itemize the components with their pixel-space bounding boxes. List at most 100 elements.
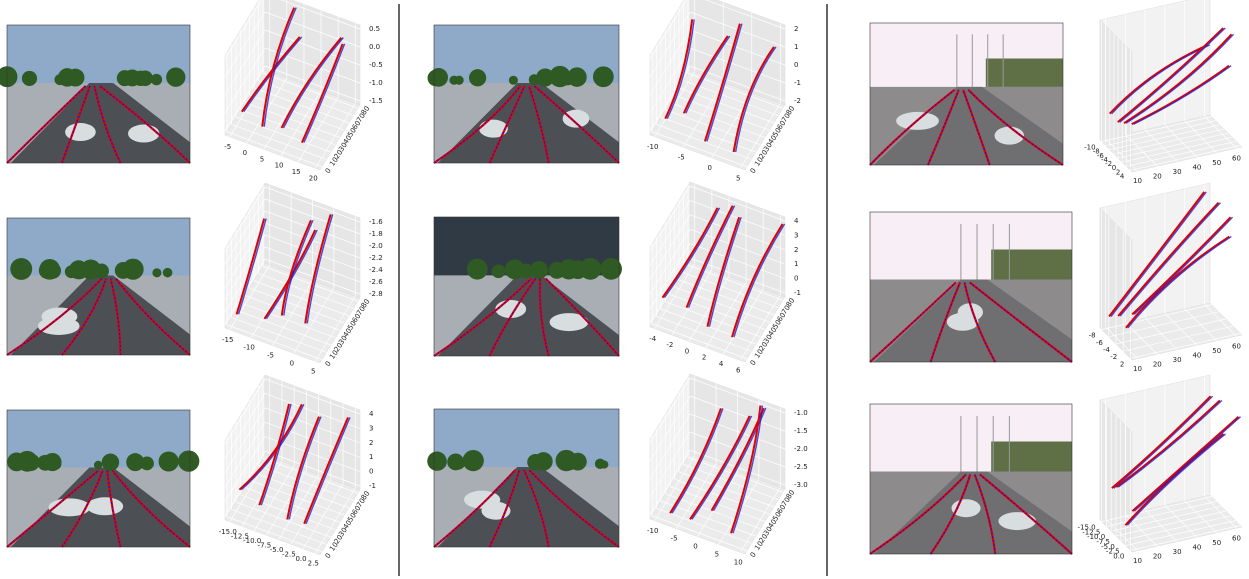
lane-curve-prediction bbox=[731, 223, 784, 338]
car bbox=[128, 124, 160, 143]
y-tick-label: 50 bbox=[771, 511, 783, 523]
grid-line bbox=[656, 508, 752, 544]
z-tick-label: -0.5 bbox=[369, 61, 383, 69]
lane-curve-prediction bbox=[1131, 216, 1232, 316]
y-tick-label: 30 bbox=[762, 141, 774, 153]
y-tick-label: 60 bbox=[1232, 534, 1241, 542]
grid-line bbox=[224, 378, 266, 445]
grid-line bbox=[683, 464, 779, 500]
tree bbox=[462, 449, 484, 472]
x-tick-label: -5 bbox=[267, 352, 274, 360]
plot-3d: -15.0-12.5-10.0-7.5-5.0-2.50.0 10 20 30 40 50… bbox=[1077, 374, 1243, 565]
grid-line bbox=[264, 393, 361, 429]
lane-curve-prediction bbox=[661, 207, 719, 299]
lane-curve-prediction bbox=[1125, 235, 1230, 329]
tree bbox=[592, 66, 614, 88]
grid-line bbox=[240, 109, 336, 146]
y-tick-label: 30 bbox=[337, 334, 349, 346]
y-tick-label: 60 bbox=[776, 503, 788, 515]
z-tick-label: -3.0 bbox=[794, 481, 808, 489]
grid-line bbox=[689, 228, 786, 265]
grid-line bbox=[1105, 326, 1138, 359]
tree bbox=[567, 67, 587, 87]
tree bbox=[536, 68, 555, 87]
grid-line bbox=[224, 65, 266, 132]
lane-curve-prediction bbox=[732, 46, 775, 153]
grid-line bbox=[705, 0, 786, 30]
grid-line bbox=[1109, 124, 1220, 151]
grid-line bbox=[240, 302, 336, 339]
x-tick-label: -4 bbox=[649, 335, 657, 343]
car bbox=[562, 109, 590, 128]
photo-border bbox=[433, 24, 620, 164]
lane-ground-truth bbox=[93, 85, 121, 164]
grid-line bbox=[1115, 318, 1227, 345]
lane-curve-ground-truth bbox=[706, 23, 743, 142]
x-tick-label: 2 bbox=[1116, 168, 1120, 176]
lane-ground-truth bbox=[6, 278, 103, 356]
grid-line bbox=[649, 243, 691, 309]
lane-ground-truth bbox=[528, 469, 620, 548]
grid-line bbox=[689, 47, 786, 84]
grid-line bbox=[1184, 500, 1217, 533]
lane-curve-prediction bbox=[706, 216, 741, 327]
z-tick-label: 1 bbox=[794, 260, 798, 268]
lane-curve-prediction bbox=[685, 205, 734, 308]
grid-line bbox=[1125, 520, 1236, 546]
tree bbox=[93, 460, 103, 470]
lane-ground-truth bbox=[489, 278, 537, 357]
grid-line bbox=[1164, 505, 1198, 538]
z-tick-label: 0 bbox=[369, 468, 373, 476]
car bbox=[549, 313, 589, 332]
grid-line bbox=[1123, 325, 1234, 352]
y-tick-label: 20 bbox=[333, 149, 345, 161]
z-tick-label: -1.5 bbox=[794, 427, 808, 435]
lane-ground-truth bbox=[99, 85, 191, 164]
x-tick-label: 2 bbox=[702, 354, 706, 362]
car bbox=[998, 512, 1037, 531]
y-tick-label: 20 bbox=[758, 149, 770, 161]
tree bbox=[93, 263, 110, 279]
plot-3d: -10-5051001020304050607080-1.0-1.5-2.0-2… bbox=[647, 373, 808, 566]
lane-curve-prediction bbox=[682, 35, 729, 114]
grid-line bbox=[231, 317, 327, 353]
y-tick-label: 10 bbox=[753, 156, 765, 168]
x-tick-label: -2.5 bbox=[282, 550, 296, 558]
grid-line bbox=[649, 11, 691, 78]
grid-line bbox=[264, 29, 361, 66]
z-tick-label: 0.5 bbox=[369, 25, 380, 33]
z-tick-label: -2.4 bbox=[369, 266, 383, 274]
y-tick-label: 30 bbox=[762, 333, 774, 345]
photo-border bbox=[6, 409, 191, 548]
x-tick-label: -10.0 bbox=[243, 537, 261, 545]
tree bbox=[529, 260, 549, 280]
grid-line bbox=[649, 229, 691, 295]
road bbox=[437, 82, 619, 163]
lane-curve-prediction bbox=[730, 405, 762, 534]
x-tick-label: -7.5 bbox=[258, 541, 272, 549]
y-tick-label: 0 bbox=[324, 552, 333, 560]
grid-line bbox=[264, 210, 361, 247]
y-tick-label: 80 bbox=[360, 490, 372, 502]
x-tick-label: 0.0 bbox=[1113, 552, 1124, 560]
plot-3d: -15.0-12.5-10.0-7.5-5.0-2.50.02.50102030… bbox=[219, 374, 376, 567]
lane-curve-prediction bbox=[280, 36, 343, 129]
grid-line bbox=[1130, 333, 1241, 359]
grid-line bbox=[1105, 518, 1138, 551]
x-tick-label: -10.0 bbox=[1087, 533, 1105, 541]
lane-curve-prediction bbox=[1117, 27, 1224, 123]
grid-line bbox=[1125, 322, 1158, 355]
photo bbox=[869, 22, 1064, 166]
lane-ground-truth bbox=[6, 470, 99, 548]
x-tick-label: -6 bbox=[1096, 339, 1104, 347]
grid-line bbox=[1130, 145, 1241, 171]
road bbox=[10, 275, 190, 355]
grid-line bbox=[660, 500, 757, 537]
grid-line bbox=[1111, 505, 1222, 532]
tree bbox=[579, 257, 602, 280]
y-tick-label: 0 bbox=[749, 167, 758, 175]
grid-line bbox=[1117, 132, 1229, 159]
x-tick-label: -15.0 bbox=[219, 528, 237, 536]
